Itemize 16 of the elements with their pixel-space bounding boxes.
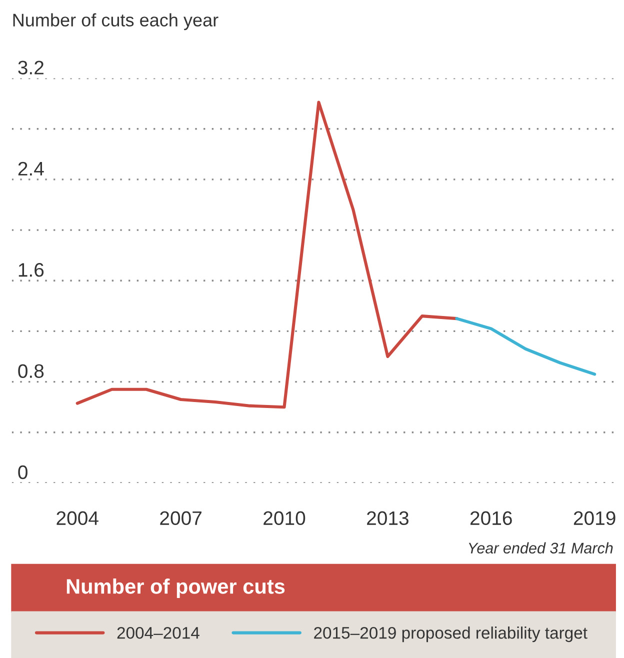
- x-tick-label: 2019: [574, 511, 616, 526]
- x-tick-label: 2010: [264, 511, 306, 526]
- y-tick-label: 2.4: [18, 162, 44, 176]
- y-axis-title: Number of cuts each year: [13, 13, 218, 30]
- legend-label: 2004–2014: [117, 626, 200, 639]
- text: Number of power cuts: [66, 578, 285, 598]
- y-tick-label: 0: [18, 465, 28, 480]
- x-tick-label: 2013: [367, 511, 408, 526]
- y-tick-label: 1.6: [18, 263, 44, 277]
- text: Year ended 31 March: [468, 542, 613, 554]
- x-tick-label: 2004: [56, 511, 98, 526]
- legend-label: 2015–2019 proposed reliability target: [314, 626, 588, 642]
- y-tick-label: 0.8: [18, 364, 44, 378]
- y-tick-label: 3.2: [18, 60, 44, 74]
- x-tick-label: 2016: [470, 511, 512, 526]
- x-tick-label: 2007: [160, 511, 202, 526]
